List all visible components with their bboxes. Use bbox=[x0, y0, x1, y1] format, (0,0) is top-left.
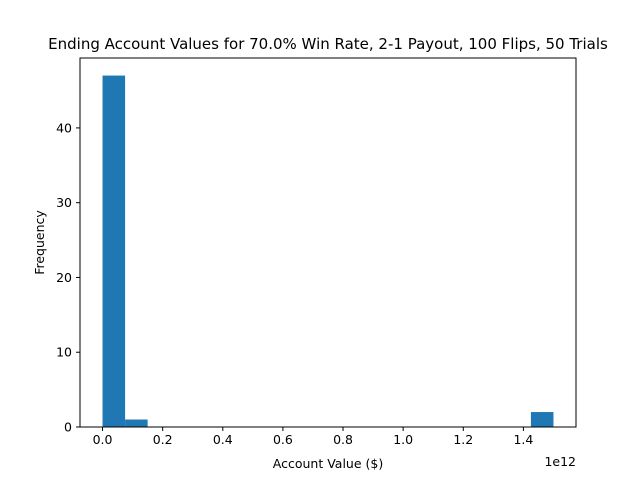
x-axis-ticks: 0.0 0.2 0.4 0.6 0.8 1.0 1.2 1.4 bbox=[93, 427, 533, 447]
histogram-bar-1 bbox=[125, 419, 148, 427]
x-tick-label-3: 0.6 bbox=[273, 432, 293, 447]
x-axis-label: Account Value ($) bbox=[273, 456, 383, 471]
x-tick-label-0: 0.0 bbox=[93, 432, 113, 447]
x-tick-label-5: 1.0 bbox=[393, 432, 413, 447]
y-tick-label-1: 10 bbox=[56, 345, 72, 360]
histogram-bar-0 bbox=[102, 75, 126, 428]
y-axis-label: Frequency bbox=[32, 210, 47, 275]
x-tick-label-4: 0.8 bbox=[333, 432, 353, 447]
x-tick-label-7: 1.4 bbox=[513, 432, 533, 447]
histogram-bar-19 bbox=[530, 412, 554, 427]
x-tick-label-6: 1.2 bbox=[453, 432, 473, 447]
y-tick-label-0: 0 bbox=[64, 420, 72, 435]
y-tick-label-4: 40 bbox=[56, 120, 72, 135]
histogram-bars bbox=[102, 75, 554, 428]
y-tick-label-3: 30 bbox=[56, 195, 72, 210]
x-tick-label-1: 0.2 bbox=[153, 432, 173, 447]
y-axis-ticks: 0 10 20 30 40 bbox=[56, 120, 80, 435]
y-tick-label-2: 20 bbox=[56, 270, 72, 285]
x-tick-label-2: 0.4 bbox=[213, 432, 233, 447]
x-axis-offset-label: 1e12 bbox=[544, 454, 576, 469]
chart-title: Ending Account Values for 70.0% Win Rate… bbox=[48, 35, 608, 53]
plot-frame bbox=[79, 57, 577, 428]
